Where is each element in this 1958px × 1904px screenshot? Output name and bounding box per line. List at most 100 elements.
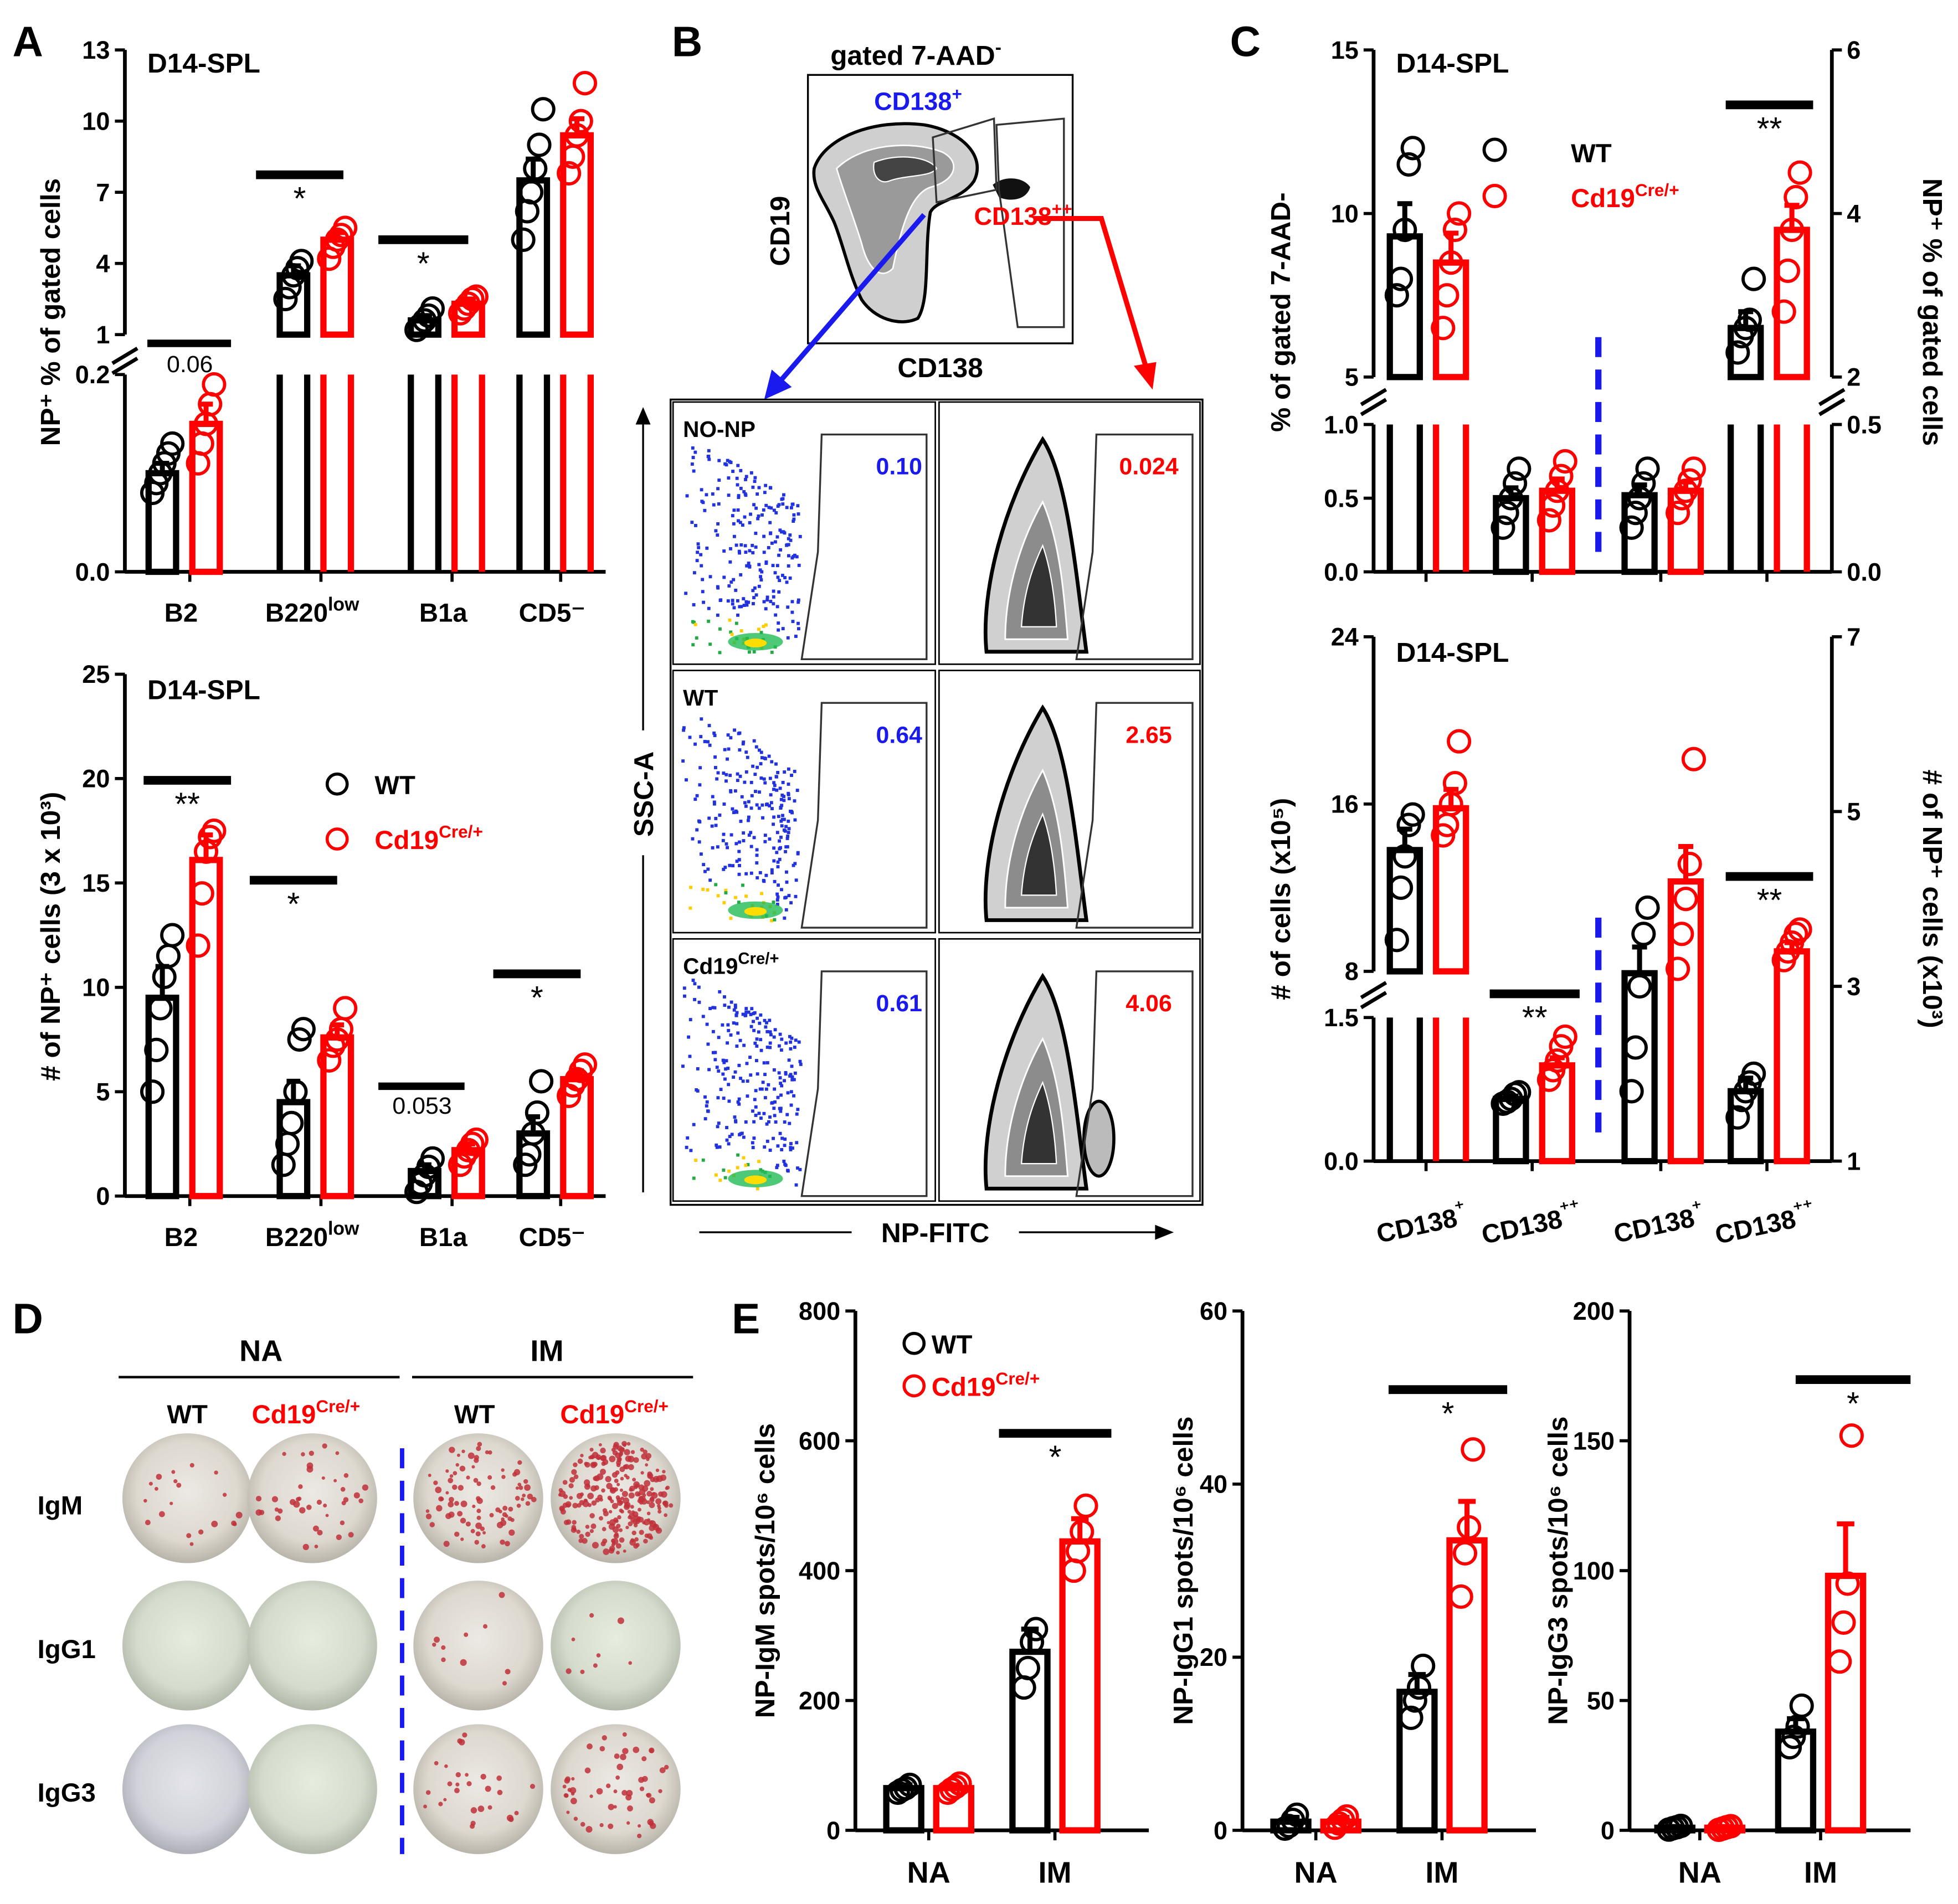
flow-event bbox=[748, 564, 752, 568]
flow-event bbox=[734, 1119, 737, 1123]
elispot-spot bbox=[646, 1457, 650, 1462]
y2-tick-label: 2 bbox=[1847, 363, 1861, 392]
elispot-spot bbox=[441, 1657, 446, 1663]
c-bot-1-1-point bbox=[1553, 1024, 1577, 1049]
flow-event bbox=[742, 831, 746, 835]
elispot-spot bbox=[314, 1545, 318, 1548]
y-tick-label: 1.0 bbox=[1324, 410, 1359, 439]
elispot-spot bbox=[436, 1505, 443, 1512]
flow-event bbox=[738, 731, 742, 735]
flow-event bbox=[768, 804, 772, 807]
well-membrane bbox=[551, 1433, 681, 1563]
elispot-spot bbox=[646, 1500, 650, 1504]
elispot-spot bbox=[496, 1775, 502, 1781]
chart-c-top: 0.0 0.5 1.0 5 10 15 0.0 0.5 2 4 6 D14-SPL % of gated… bbox=[1265, 36, 1948, 586]
y-tick-label: 50 bbox=[1587, 1686, 1615, 1715]
flow-event bbox=[707, 455, 711, 458]
flow-event bbox=[778, 1107, 782, 1110]
flow-event bbox=[774, 775, 778, 779]
elispot-spot bbox=[639, 1530, 644, 1535]
x-axis-npfitc: NP-FITC bbox=[881, 1217, 990, 1248]
elispot-spot bbox=[433, 1480, 438, 1485]
gate-cd138p-label: CD138+ bbox=[874, 84, 962, 115]
flow-event bbox=[789, 1047, 793, 1051]
elispot-spot bbox=[573, 1462, 578, 1468]
elispot-spot bbox=[454, 1531, 460, 1537]
flow-event bbox=[713, 1058, 717, 1062]
flow-event bbox=[778, 579, 782, 583]
c-top-point bbox=[1396, 152, 1421, 177]
E_igg1-0-1-bar bbox=[1396, 1689, 1438, 1834]
elispot-spot bbox=[640, 1447, 644, 1452]
flow-event bbox=[749, 1073, 753, 1077]
y-tick-label: 10 bbox=[82, 974, 110, 1002]
elispot-spot bbox=[606, 1483, 613, 1489]
c-top-point bbox=[1435, 283, 1459, 308]
flow-event bbox=[747, 833, 751, 837]
legend-cre-marker bbox=[325, 827, 349, 851]
elispot-spot bbox=[186, 1533, 192, 1538]
flow-event bbox=[736, 464, 740, 467]
elispot-spot bbox=[623, 1443, 626, 1447]
elispot-spot bbox=[449, 1447, 455, 1453]
flow-event bbox=[684, 591, 688, 595]
elispot-spot bbox=[444, 1764, 448, 1768]
flow-event bbox=[706, 867, 710, 871]
a-bot-1-0-point bbox=[193, 839, 219, 864]
flow-header: gated 7-AAD- bbox=[830, 37, 1001, 71]
elispot-spot bbox=[562, 1480, 568, 1485]
flow-event bbox=[747, 800, 751, 804]
elispot-spot bbox=[589, 1513, 595, 1519]
flow-left-percent: 0.10 bbox=[876, 454, 922, 480]
x-tick-label: IM bbox=[1039, 1856, 1072, 1890]
well-membrane bbox=[122, 1433, 253, 1563]
flow-event bbox=[752, 650, 756, 653]
elispot-well bbox=[413, 1433, 543, 1563]
elispot-spot bbox=[316, 1499, 322, 1505]
flow-event bbox=[752, 596, 756, 600]
flow-event bbox=[779, 1109, 783, 1113]
flow-event bbox=[691, 456, 695, 460]
flow-event bbox=[717, 1036, 721, 1040]
elispot-spot bbox=[559, 1506, 564, 1511]
elispot-spot bbox=[630, 1505, 634, 1509]
elispot-spot bbox=[638, 1507, 641, 1512]
x-tick-label: NA bbox=[1294, 1856, 1338, 1890]
elispot-spot bbox=[572, 1502, 578, 1509]
flow-event bbox=[759, 575, 763, 579]
flow-event bbox=[681, 1064, 685, 1068]
flow-event bbox=[739, 820, 743, 823]
flow-event bbox=[726, 599, 730, 603]
flow-event bbox=[760, 1087, 764, 1091]
flow-event bbox=[707, 816, 711, 820]
elispot-spot bbox=[521, 1497, 525, 1501]
flow-event bbox=[778, 528, 782, 532]
flow-event bbox=[756, 517, 760, 521]
flow-event bbox=[763, 1096, 767, 1099]
y-arrow-head bbox=[635, 406, 651, 425]
c-top-point bbox=[1741, 266, 1766, 291]
well-membrane bbox=[551, 1581, 681, 1711]
elispot-spot bbox=[233, 1522, 237, 1526]
a-top-point bbox=[511, 227, 536, 252]
axis-break bbox=[1360, 991, 1387, 1010]
elispot-spot bbox=[502, 1681, 507, 1686]
y-tick-label: 100 bbox=[1573, 1557, 1615, 1585]
flow-event bbox=[789, 1103, 793, 1107]
flow-event bbox=[789, 1146, 793, 1150]
elispot-spot bbox=[145, 1520, 151, 1526]
flow-event bbox=[764, 607, 768, 611]
flow-event bbox=[735, 476, 739, 480]
flow-event bbox=[793, 818, 797, 822]
y-axis-label: NP-IgM spots/10⁶ cells bbox=[749, 1423, 780, 1718]
elispot-spot bbox=[455, 1782, 460, 1787]
elispot-spot bbox=[323, 1503, 327, 1508]
flow-event bbox=[747, 600, 751, 604]
flow-event bbox=[700, 488, 703, 492]
elispot-spot bbox=[517, 1460, 522, 1465]
elispot-spot bbox=[558, 1488, 563, 1493]
legend-cre-label-c: Cd19Cre/+ bbox=[1571, 180, 1679, 213]
elispot-spot bbox=[629, 1485, 635, 1491]
elispot-spot bbox=[650, 1487, 654, 1491]
flow-event bbox=[717, 459, 721, 462]
